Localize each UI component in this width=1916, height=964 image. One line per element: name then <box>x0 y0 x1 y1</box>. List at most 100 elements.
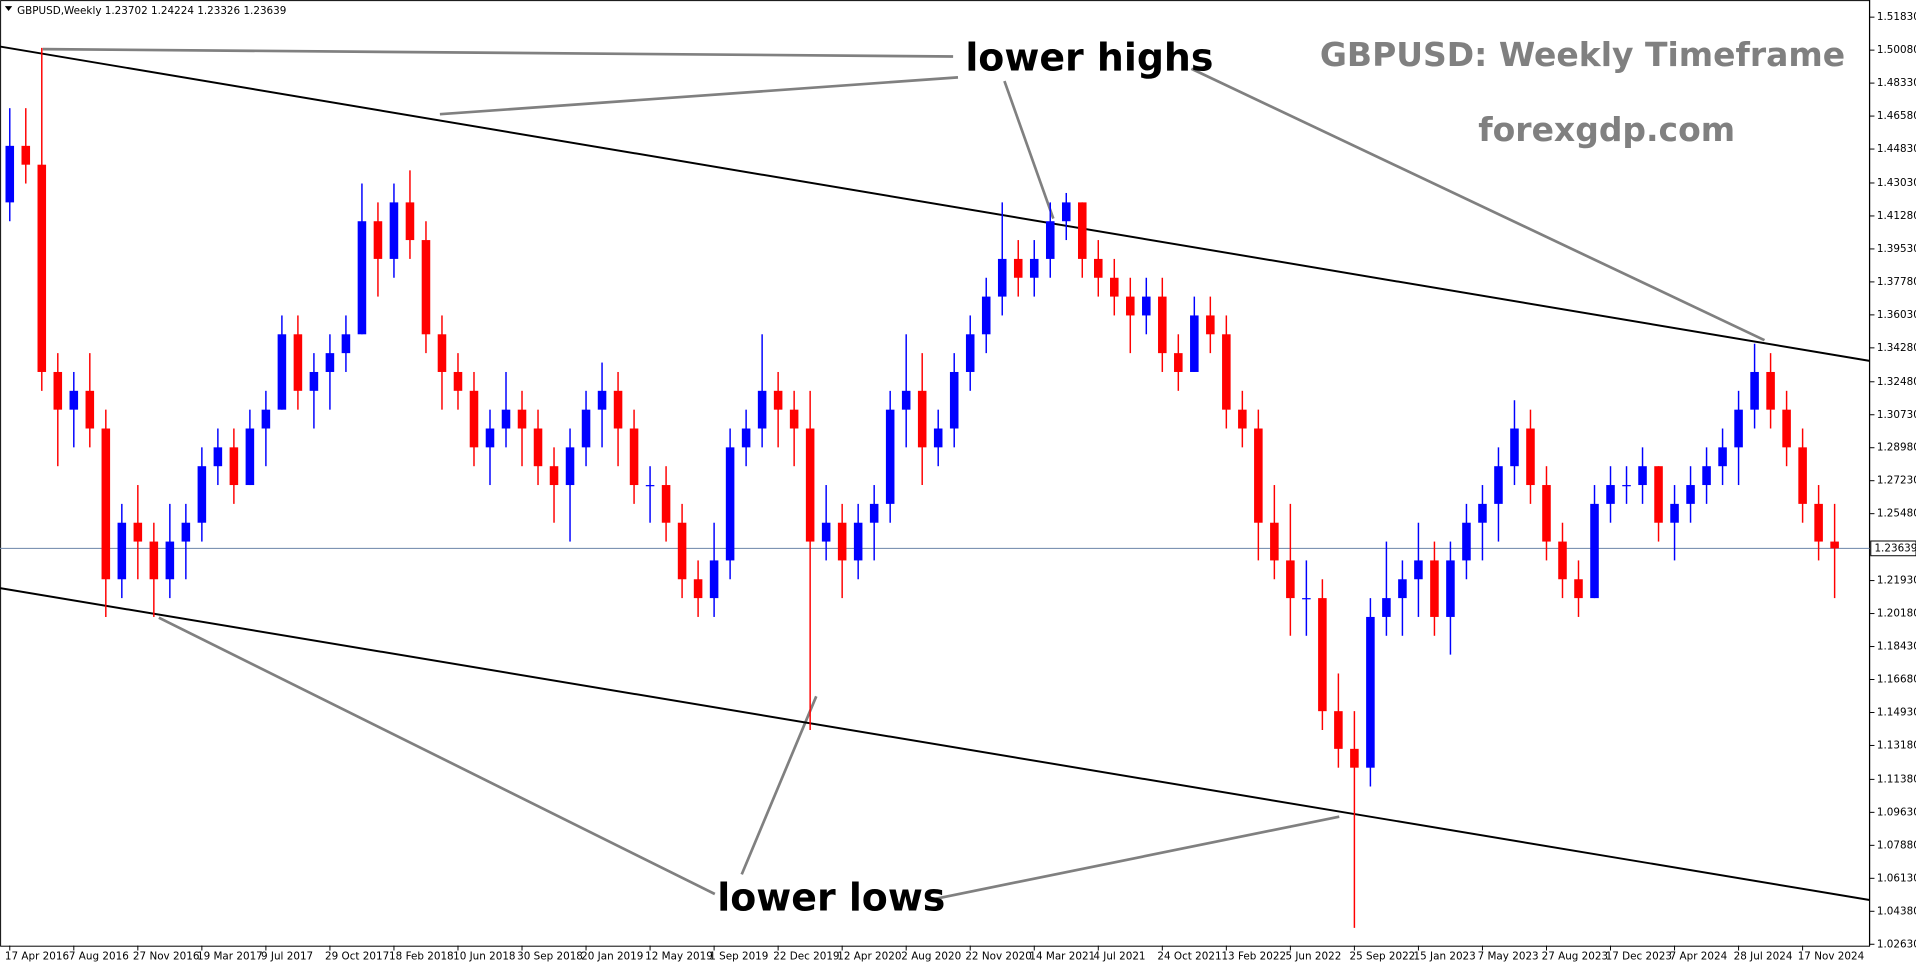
x-tick-label: 2 Aug 2020 <box>901 951 961 963</box>
y-tick-label: 1.37780 <box>1877 276 1916 288</box>
candle-body <box>1045 221 1055 259</box>
candle-body <box>853 522 863 561</box>
candle-body <box>85 390 95 429</box>
candle-body <box>837 522 847 561</box>
candle-body <box>1798 447 1807 504</box>
candle-body <box>949 371 959 429</box>
y-tick-label: 1.07880 <box>1877 839 1916 851</box>
y-tick-label: 1.16680 <box>1877 673 1916 685</box>
y-tick-label: 1.14930 <box>1877 706 1916 718</box>
x-tick-label: 12 Apr 2020 <box>837 951 901 963</box>
y-tick-label: 1.41280 <box>1877 210 1916 222</box>
x-tick-label: 30 Sep 2018 <box>517 951 583 963</box>
y-tick-label: 1.09630 <box>1877 806 1916 818</box>
candle-body <box>1061 202 1071 222</box>
candle-body <box>1302 598 1311 600</box>
candle-body <box>1478 503 1487 523</box>
candle-body <box>53 371 63 410</box>
candle-body <box>597 390 607 410</box>
candle-body <box>1510 428 1519 467</box>
candle-body <box>1750 371 1759 410</box>
y-tick-label: 1.34280 <box>1877 342 1916 354</box>
candle-body <box>1622 485 1631 487</box>
x-tick-label: 25 Sep 2022 <box>1350 951 1416 963</box>
x-tick-label: 4 Jul 2021 <box>1093 951 1145 963</box>
y-tick-label: 1.27230 <box>1877 475 1916 487</box>
candle-body <box>373 221 383 259</box>
chart-subtitle: forexgdp.com <box>1478 110 1735 149</box>
candle-body <box>1670 503 1679 523</box>
candle-body <box>981 296 991 335</box>
y-tick-label: 1.25480 <box>1877 508 1916 520</box>
candle-body <box>693 579 703 599</box>
candle-body <box>1013 258 1023 278</box>
y-tick-label: 1.21930 <box>1877 575 1916 587</box>
x-tick-label: 5 Jun 2022 <box>1285 951 1341 963</box>
candle-body <box>229 447 239 486</box>
candle-body <box>1830 541 1839 549</box>
chart-header: GBPUSD,Weekly 1.23702 1.24224 1.23326 1.… <box>17 5 286 17</box>
y-tick-label: 1.39530 <box>1877 243 1916 255</box>
pointer-line <box>158 616 716 896</box>
candle-body <box>1126 296 1135 316</box>
candle-body <box>741 428 751 448</box>
candle-body <box>1350 748 1359 768</box>
candle-body <box>1494 466 1503 504</box>
candle-body <box>1142 296 1151 316</box>
last-price-label: 1.23639 <box>1874 542 1916 554</box>
candle-body <box>757 390 767 429</box>
candle-body <box>1222 334 1231 410</box>
candle-body <box>1542 485 1551 542</box>
x-tick-label: 17 Apr 2016 <box>5 951 69 963</box>
candle-body <box>1206 315 1215 335</box>
x-tick-label: 7 Apr 2024 <box>1670 951 1728 963</box>
x-tick-label: 28 Jul 2024 <box>1734 951 1793 963</box>
candle-body <box>357 221 367 335</box>
candle-body <box>1094 258 1103 278</box>
candle-body <box>1077 202 1087 259</box>
candle-body <box>821 522 831 542</box>
candle-body <box>1366 616 1375 768</box>
x-tick-label: 10 Jun 2018 <box>453 951 515 963</box>
candle-body <box>725 447 735 561</box>
candle-body <box>565 447 575 486</box>
candle-body <box>805 428 815 542</box>
candle-body <box>37 164 47 372</box>
candle-body <box>245 428 255 486</box>
candle-body <box>165 541 175 580</box>
last-price-box <box>1870 540 1916 557</box>
candle-body <box>1414 560 1423 580</box>
candle-body <box>5 145 15 203</box>
annotation: lower highs <box>965 36 1213 80</box>
x-tick-label: 19 Mar 2017 <box>197 951 263 963</box>
x-tick-label: 15 Jan 2023 <box>1414 951 1476 963</box>
candle-body <box>341 334 351 354</box>
candle-body <box>1766 371 1775 410</box>
candle-body <box>1190 315 1199 372</box>
candle-body <box>645 485 655 487</box>
y-tick-label: 1.51830 <box>1877 11 1916 23</box>
header-icon <box>4 6 13 12</box>
candle-body <box>261 409 271 429</box>
candle-body <box>277 334 287 410</box>
candle-body <box>453 371 463 391</box>
y-tick-label: 1.44830 <box>1877 143 1916 155</box>
candle-body <box>1590 503 1599 599</box>
y-tick-label: 1.13180 <box>1877 739 1916 751</box>
candle-body <box>997 258 1007 297</box>
candle-body <box>1029 258 1039 278</box>
candle-body <box>1606 485 1615 504</box>
candle-body <box>661 485 671 523</box>
pointer-line <box>42 47 954 58</box>
candle-body <box>1286 560 1295 599</box>
candle-body <box>629 428 639 486</box>
candle-body <box>1446 560 1455 617</box>
x-tick-label: 14 Mar 2021 <box>1029 951 1095 963</box>
y-tick-label: 1.20180 <box>1877 608 1916 620</box>
candle-body <box>1782 409 1791 448</box>
candle-body <box>309 371 319 391</box>
y-tick-label: 1.46580 <box>1877 110 1916 122</box>
candle-body <box>1334 711 1343 749</box>
y-tick-label: 1.43030 <box>1877 177 1916 189</box>
